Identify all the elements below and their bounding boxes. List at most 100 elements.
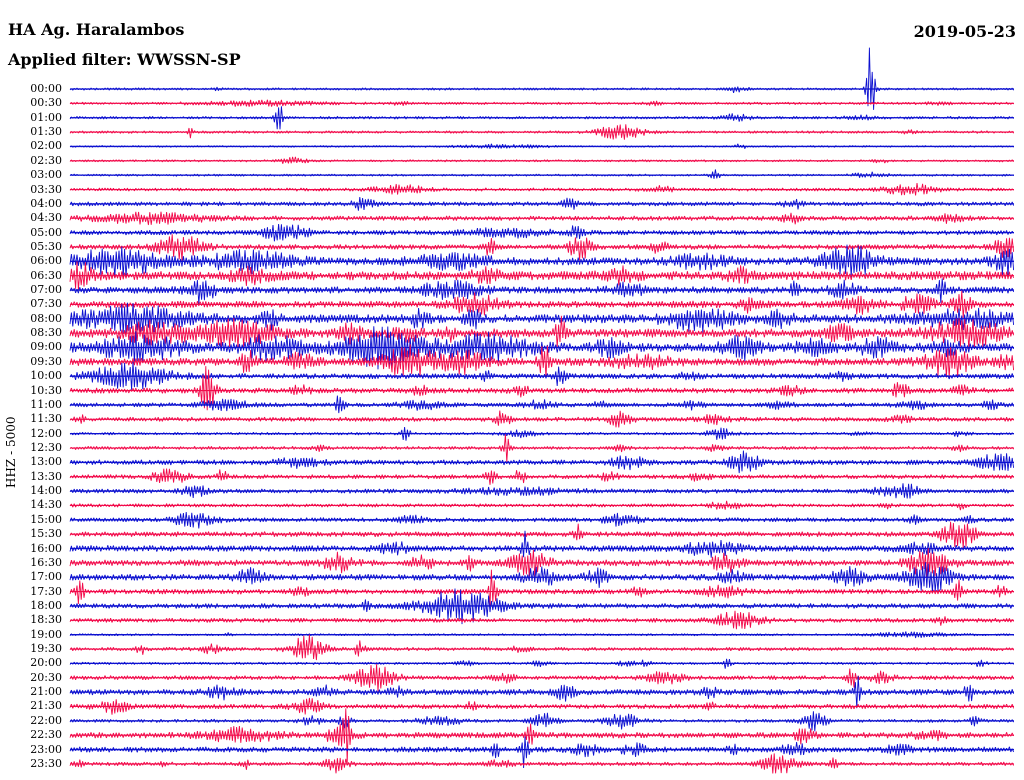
trace-waveform	[69, 736, 1015, 769]
trace-time-label: 16:00	[30, 541, 62, 555]
trace-time-label: 22:00	[30, 713, 62, 727]
trace-time-label: 10:30	[30, 383, 62, 397]
trace-waveform	[69, 658, 1014, 669]
trace-waveform	[69, 530, 1015, 558]
trace-time-label: 01:30	[30, 125, 62, 139]
trace-waveform	[69, 156, 1014, 164]
trace-time-label: 17:00	[30, 570, 62, 584]
station-name: HA Ag. Haralambos	[8, 20, 185, 39]
trace-time-label: 04:00	[30, 196, 62, 210]
trace-waveform	[69, 569, 1014, 607]
trace-waveform	[69, 634, 1014, 661]
trace-time-label: 23:30	[30, 756, 62, 770]
trace-time-label: 03:00	[30, 168, 62, 182]
trace-waveform	[69, 610, 1014, 630]
trace-waveform	[69, 290, 1015, 319]
trace-time-label: 00:30	[30, 96, 62, 110]
trace-time-label: 07:30	[30, 297, 62, 311]
trace-waveform	[69, 344, 1015, 379]
trace-time-label: 09:00	[30, 340, 62, 354]
trace-waveform	[69, 450, 1015, 474]
trace-waveform	[69, 434, 1014, 463]
trace-waveform	[69, 261, 1015, 291]
trace-waveform	[69, 326, 1015, 370]
trace-time-label: 18:00	[30, 598, 62, 612]
trace-waveform	[69, 500, 1014, 511]
trace-waveform	[69, 169, 1014, 179]
trace-waveform	[69, 547, 1015, 578]
trace-time-label: 11:30	[30, 412, 62, 426]
trace-time-label: 12:30	[30, 441, 62, 454]
trace-time-label: 05:30	[30, 239, 62, 253]
trace-waveform	[69, 664, 1015, 692]
trace-time-label: 13:00	[30, 455, 62, 469]
trace-time-label: 08:00	[30, 311, 62, 325]
trace-time-label: 03:30	[30, 182, 62, 196]
trace-time-label: 15:00	[30, 512, 62, 526]
trace-waveform	[69, 124, 1014, 140]
trace-time-label: 19:30	[30, 642, 62, 656]
trace-time-label: 02:30	[30, 153, 62, 167]
trace-time-label: 17:30	[30, 584, 62, 598]
trace-waveform	[69, 234, 1015, 261]
trace-time-label: 23:00	[30, 742, 62, 756]
trace-waveform	[69, 197, 1015, 211]
trace-waveform	[69, 468, 1014, 485]
trace-time-label: 11:00	[30, 397, 62, 411]
trace-time-label: 08:30	[30, 326, 62, 340]
trace-waveform	[69, 711, 1014, 732]
trace-time-label: 18:30	[30, 613, 62, 627]
trace-time-label: 20:00	[30, 656, 62, 670]
trace-time-label: 22:30	[30, 728, 62, 742]
trace-time-label: 10:00	[30, 369, 62, 383]
trace-waveform	[69, 588, 1014, 625]
trace-waveform	[69, 244, 1015, 278]
trace-waveform	[69, 395, 1015, 414]
trace-waveform	[69, 143, 1014, 149]
trace-time-label: 02:00	[30, 139, 62, 153]
trace-waveform	[69, 183, 1014, 196]
trace-waveform	[69, 483, 1014, 499]
trace-waveform	[69, 675, 1015, 709]
trace-waveform	[69, 521, 1015, 549]
trace-waveform	[69, 106, 1014, 130]
trace-waveform	[69, 302, 1015, 335]
trace-time-label: 20:30	[30, 670, 62, 684]
trace-time-label: 14:00	[30, 484, 62, 498]
trace-waveform	[69, 631, 1014, 639]
trace-waveform	[69, 753, 1014, 774]
channel-scale-label: HHZ - 5000	[4, 416, 18, 489]
trace-waveform	[69, 315, 1015, 350]
trace-waveform	[69, 366, 1015, 411]
trace-time-label: 01:00	[30, 110, 62, 124]
trace-time-label: 21:30	[30, 699, 62, 713]
trace-time-label: 09:30	[30, 354, 62, 368]
trace-waveform	[69, 410, 1014, 428]
trace-waveform	[69, 223, 1014, 242]
trace-waveform	[69, 512, 1014, 529]
trace-waveform	[69, 211, 1014, 226]
trace-time-label: 06:00	[30, 254, 62, 268]
trace-time-label: 13:30	[30, 469, 62, 483]
trace-time-label: 12:00	[30, 426, 62, 440]
trace-time-label: 21:00	[30, 685, 62, 699]
trace-waveform	[69, 361, 1015, 390]
trace-waveform	[69, 47, 1014, 110]
trace-waveform	[69, 99, 1014, 107]
trace-waveform	[69, 426, 1014, 441]
trace-time-label: 04:30	[30, 211, 62, 225]
trace-time-label: 14:30	[30, 498, 62, 512]
trace-time-label: 07:00	[30, 283, 62, 297]
record-date: 2019-05-23	[913, 22, 1016, 41]
trace-time-label: 06:30	[30, 268, 62, 282]
applied-filter-label: Applied filter: WWSSN-SP	[8, 50, 241, 69]
trace-time-label: 15:30	[30, 527, 62, 541]
trace-waveform	[69, 278, 1015, 305]
trace-waveform	[69, 562, 1015, 593]
trace-waveform	[69, 697, 1015, 715]
trace-time-label: 19:00	[30, 627, 62, 641]
trace-time-label: 16:30	[30, 555, 62, 569]
trace-time-label: 05:00	[30, 225, 62, 239]
